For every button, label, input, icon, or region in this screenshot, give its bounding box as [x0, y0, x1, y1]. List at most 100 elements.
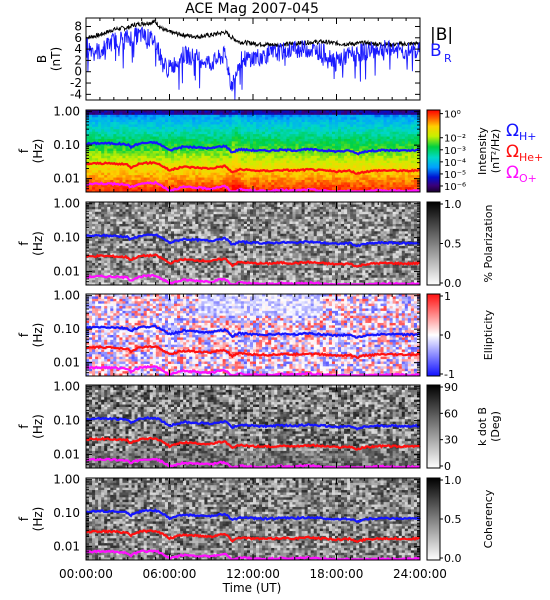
spectrogram-cell — [249, 177, 254, 181]
spectrogram-cell — [410, 122, 415, 125]
spectrogram-cell — [180, 122, 184, 125]
spectrogram-cell — [322, 160, 327, 164]
spectrogram-cell — [359, 134, 363, 137]
spectrogram-cell — [307, 184, 312, 188]
spectrogram-cell — [122, 214, 126, 218]
spectrogram-cell — [262, 129, 266, 133]
spectrogram-cell — [410, 177, 415, 181]
spectrogram-cell — [365, 143, 369, 147]
spectrogram-cell — [316, 158, 321, 162]
spectrogram-cell — [371, 146, 375, 149]
spectrogram-cell — [398, 160, 403, 164]
spectrogram-cell — [322, 184, 327, 188]
spectrogram-cell — [316, 134, 321, 137]
spectrogram-cell — [347, 138, 351, 142]
spectrogram-cell — [274, 170, 278, 174]
spectrogram-cell — [307, 160, 312, 164]
spectrogram-cell — [365, 110, 369, 113]
spectrogram-cell — [125, 124, 129, 128]
spectrogram-cell — [101, 214, 105, 218]
spectrogram-cell — [228, 184, 233, 188]
spectrogram-cell — [152, 175, 157, 178]
spectrogram-cell — [389, 119, 394, 123]
spectrogram-cell — [89, 250, 93, 254]
spectrogram-cell — [216, 112, 220, 116]
spectrogram-cell — [122, 129, 126, 133]
spectrogram-cell — [119, 179, 123, 183]
spectrogram-cell — [140, 187, 145, 190]
spectrogram-cell — [128, 175, 132, 178]
spectrogram-cell — [325, 141, 330, 145]
spectrogram-cell — [407, 177, 412, 181]
spectrogram-cell — [131, 182, 135, 186]
spectrogram-cell — [158, 263, 163, 266]
spectrogram-cell — [310, 151, 315, 154]
spectrogram-cell — [122, 245, 126, 249]
spectrogram-cell — [341, 155, 345, 159]
spectrogram-cell — [344, 187, 348, 190]
spectrogram-cell — [161, 151, 166, 154]
spectrogram-cell — [137, 184, 142, 188]
spectrogram-cell — [219, 134, 224, 137]
colorbar-tick-label: 10⁻³ — [444, 146, 466, 157]
spectrogram-cell — [161, 223, 166, 227]
spectrogram-cell — [167, 182, 172, 186]
spectrogram-cell — [253, 182, 257, 186]
spectrogram-cell — [268, 143, 272, 147]
spectrogram-cell — [338, 175, 342, 178]
spectrogram-cell — [146, 158, 151, 162]
spectrogram-cell — [158, 231, 163, 235]
spectrogram-cell — [225, 175, 230, 178]
spectrogram-cell — [310, 119, 315, 123]
spectrogram-cell — [210, 129, 214, 133]
spectrogram-cell — [140, 184, 145, 188]
spectrogram-cell — [395, 134, 400, 137]
spectrogram-cell — [89, 206, 93, 210]
spectrogram-cell — [295, 187, 299, 190]
spectrogram-cell — [210, 110, 214, 113]
spectrogram-cell — [237, 160, 242, 164]
spectrogram-cell — [249, 158, 254, 162]
spectrogram-cell — [95, 175, 99, 178]
spectrogram-cell — [161, 184, 166, 188]
spectrogram-cell — [171, 122, 175, 125]
spectrogram-cell — [246, 146, 251, 149]
spectrogram-cell — [347, 117, 351, 121]
spectrogram-cell — [243, 129, 248, 133]
spectrogram-cell — [322, 117, 327, 121]
spectrogram-cell — [213, 189, 217, 193]
spectrogram-cell — [213, 158, 217, 162]
spectrogram-cell — [134, 126, 139, 130]
spectrogram-cell — [350, 184, 354, 188]
spectrogram-cell — [301, 114, 306, 118]
spectrogram-cell — [95, 119, 99, 123]
spectrogram-cell — [210, 143, 214, 147]
spectrogram-cell — [259, 172, 263, 176]
spectrogram-cell — [146, 179, 151, 183]
spectrogram-cell — [110, 122, 114, 125]
spectrogram-cell — [246, 187, 251, 190]
spectrogram-cell — [149, 238, 154, 242]
spectrogram-cell — [134, 228, 139, 232]
spectrogram-cell — [377, 151, 381, 154]
spectrogram-cell — [298, 153, 302, 157]
spectrogram-cell — [310, 170, 315, 174]
spectrogram-cell — [365, 187, 369, 190]
spectrogram-cell — [265, 172, 269, 176]
spectrogram-cell — [128, 250, 132, 254]
spectrogram-cell — [107, 138, 111, 142]
spectrogram-cell — [128, 172, 132, 176]
spectrogram-cell — [95, 223, 99, 227]
spectrogram-cell — [310, 177, 315, 181]
spectrogram-cell — [319, 184, 324, 188]
spectrogram-cell — [98, 124, 102, 128]
spectrogram-cell — [128, 214, 132, 218]
spectrogram-cell — [338, 124, 342, 128]
spectrogram-cell — [234, 129, 239, 133]
spectrogram-cell — [171, 231, 175, 235]
spectrogram-cell — [143, 124, 148, 128]
spectrogram-cell — [158, 134, 163, 137]
spectrogram-cell — [116, 177, 120, 181]
spectrogram-cell — [89, 241, 93, 244]
spectrogram-cell — [228, 158, 233, 162]
